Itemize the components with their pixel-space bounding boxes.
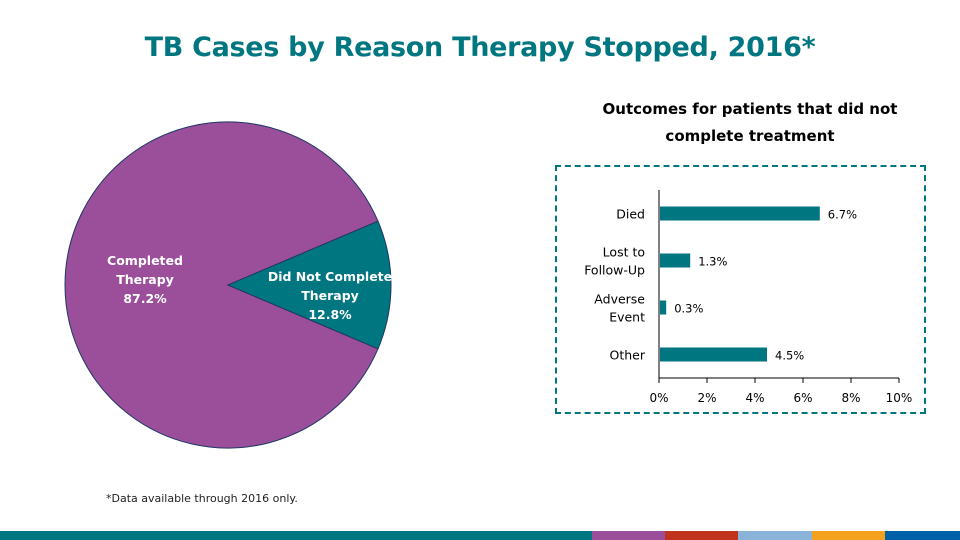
bottom-bar-segment-blue (885, 531, 960, 540)
pie-label-line: Did Not Complete (267, 269, 393, 284)
x-tick-label: 10% (886, 391, 913, 405)
y-category-label: Other (610, 348, 646, 363)
x-tick-label: 8% (841, 391, 860, 405)
bar-chart-svg: 0% 2% 4% 6% 8% 10% 6.7% Died 1.3% Lost to Follow-U… (584, 190, 913, 405)
pie-slice-not-completed (226, 220, 392, 350)
bar-chart-title-line: complete treatment (665, 127, 835, 145)
footnote: *Data available through 2016 only. (106, 492, 298, 505)
bar-lost-to-follow-up (660, 253, 691, 268)
pie-chart-svg (64, 121, 392, 449)
bar-died (660, 206, 820, 221)
bar-other (660, 347, 767, 362)
y-category-label: Died (616, 207, 645, 222)
y-category-label: Event (609, 310, 645, 325)
x-tick-label: 2% (697, 391, 716, 405)
slide-title: TB Cases by Reason Therapy Stopped, 2016… (144, 32, 816, 63)
bar-adverse-event (660, 300, 667, 315)
y-category-label: Follow-Up (584, 263, 645, 278)
bar-data-label: 4.5% (775, 349, 804, 363)
bar-chart-title-line: Outcomes for patients that did not (602, 100, 898, 118)
pie-label-line: Therapy (116, 272, 174, 287)
bar-data-label: 0.3% (674, 302, 703, 316)
bar-chart-title: Outcomes for patients that did not compl… (560, 96, 940, 150)
bar-data-label: 1.3% (698, 255, 727, 269)
y-category-label: Adverse (594, 292, 645, 307)
pie-chart: Completed Therapy 87.2% Did Not Complete… (60, 120, 400, 460)
pie-label-completed: Completed Therapy 87.2% (85, 251, 205, 308)
pie-slice-completed (64, 121, 379, 449)
bottom-bar-segment-teal (0, 531, 592, 540)
bottom-bar-segment-purple (592, 531, 665, 540)
bottom-color-bar (0, 531, 960, 540)
y-category-label: Lost to (603, 245, 645, 260)
bottom-bar-segment-light-blue (738, 531, 812, 540)
x-tick-label: 6% (793, 391, 812, 405)
bar-data-label: 6.7% (828, 208, 857, 222)
x-tick-label: 0% (649, 391, 668, 405)
pie-label-not-completed: Did Not Complete Therapy 12.8% (265, 267, 395, 324)
pie-label-value: 87.2% (123, 291, 167, 306)
x-tick-label: 4% (745, 391, 764, 405)
pie-label-line: Therapy (301, 288, 359, 303)
pie-label-value: 12.8% (308, 307, 352, 322)
bottom-bar-segment-red (665, 531, 738, 540)
bottom-bar-segment-orange (812, 531, 885, 540)
pie-label-line: Completed (107, 253, 183, 268)
bar-chart-frame (555, 165, 926, 414)
